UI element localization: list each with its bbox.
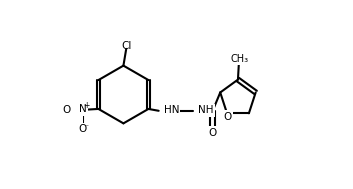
Text: O: O [78,124,87,134]
Text: NH: NH [198,105,214,115]
Text: HN: HN [163,105,179,115]
Text: O: O [224,112,232,122]
Text: ⁻: ⁻ [85,122,89,131]
Text: Cl: Cl [121,41,132,51]
Text: N: N [79,104,86,114]
Text: O: O [62,105,71,115]
Text: +: + [84,101,90,110]
Text: CH₃: CH₃ [231,54,249,64]
Text: O: O [209,128,217,138]
